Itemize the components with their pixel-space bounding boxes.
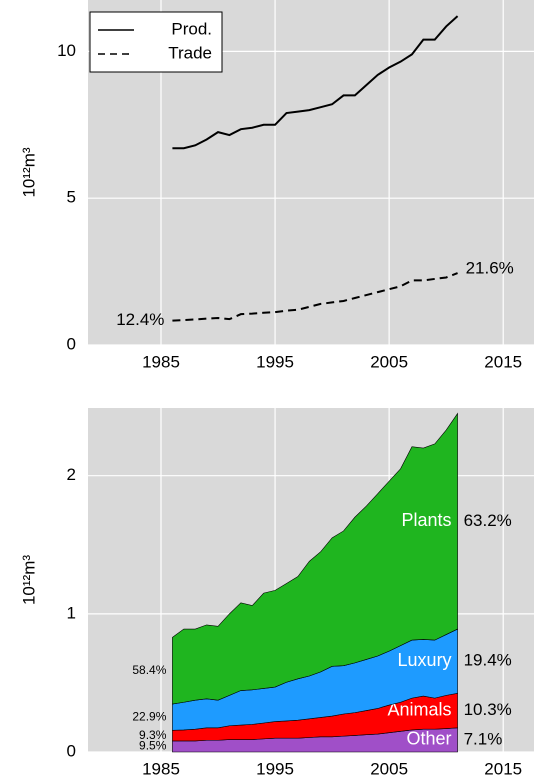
y-tick-label: 0 bbox=[67, 741, 76, 760]
y-axis-label: 10¹²m³ bbox=[19, 555, 38, 605]
area-series bbox=[172, 412, 458, 705]
start-label: 58.4% bbox=[132, 663, 166, 677]
legend-box bbox=[89, 11, 223, 73]
end-label: 7.1% bbox=[464, 729, 503, 748]
line-series bbox=[172, 272, 458, 322]
series-label: Animals bbox=[388, 699, 452, 719]
end-label: 19.4% bbox=[464, 651, 512, 670]
x-tick-label: 1985 bbox=[142, 759, 180, 778]
y-tick-label: 2 bbox=[67, 465, 76, 484]
x-tick-label: 2015 bbox=[484, 352, 522, 371]
legend-label: Prod. bbox=[171, 19, 212, 38]
y-axis-label: 10¹²m³ bbox=[19, 147, 38, 197]
start-label: 22.9% bbox=[132, 709, 166, 723]
series-label: Other bbox=[407, 729, 452, 749]
legend-label: Trade bbox=[168, 43, 212, 62]
x-tick-label: 2015 bbox=[484, 759, 522, 778]
annotation: 12.4% bbox=[116, 310, 164, 329]
y-tick-label: 0 bbox=[67, 334, 76, 353]
annotation: 21.6% bbox=[466, 259, 514, 278]
y-tick-label: 1 bbox=[67, 603, 76, 622]
x-tick-label: 1995 bbox=[256, 352, 294, 371]
y-tick-label: 10 bbox=[57, 41, 76, 60]
series-label: Plants bbox=[402, 510, 452, 530]
x-tick-label: 1995 bbox=[256, 759, 294, 778]
x-tick-label: 2005 bbox=[370, 352, 408, 371]
x-tick-label: 1985 bbox=[142, 352, 180, 371]
end-label: 10.3% bbox=[464, 700, 512, 719]
end-label: 63.2% bbox=[464, 511, 512, 530]
x-tick-label: 2005 bbox=[370, 759, 408, 778]
line-series bbox=[172, 15, 459, 150]
start-label: 9.5% bbox=[139, 739, 167, 753]
series-label: Luxury bbox=[398, 650, 452, 670]
start-label: 9.3% bbox=[139, 728, 167, 742]
y-tick-label: 5 bbox=[67, 188, 76, 207]
